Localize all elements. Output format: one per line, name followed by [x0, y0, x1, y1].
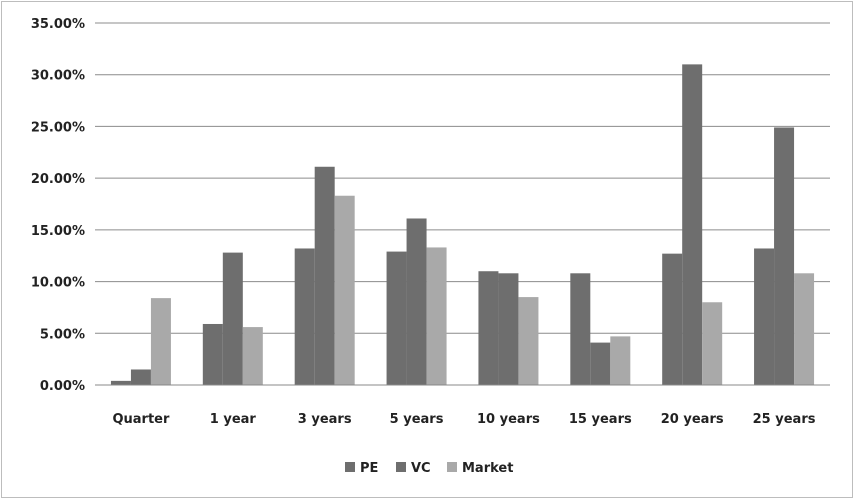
bar-market-2	[334, 195, 355, 385]
x-tick-label: 10 years	[477, 412, 540, 427]
x-tick-label: 1 year	[210, 412, 257, 427]
gridlines	[95, 22, 830, 334]
bar-vc-4	[498, 273, 519, 385]
bar-vc-1	[222, 252, 243, 385]
bar-vc-0	[130, 369, 151, 385]
bar-pe-5	[570, 273, 591, 385]
y-tick-label: 20.00%	[31, 172, 85, 187]
bar-vc-2	[314, 166, 335, 385]
x-tick-label: Quarter	[112, 412, 170, 427]
x-tick-label: 5 years	[390, 412, 444, 427]
bar-pe-7	[754, 248, 775, 385]
y-tick-label: 15.00%	[31, 224, 85, 239]
bar-vc-6	[682, 64, 703, 385]
x-axis-ticks: Quarter 1 year 3 years 5 years 10 years 15 ye…	[112, 412, 815, 427]
y-tick-label: 10.00%	[31, 276, 85, 291]
legend-label: PE	[360, 461, 378, 476]
bars	[110, 64, 815, 385]
bar-vc-7	[774, 127, 795, 385]
bar-vc-3	[406, 218, 427, 385]
bar-pe-2	[294, 248, 315, 385]
bar-pe-1	[202, 323, 223, 385]
y-tick-label: 35.00%	[31, 17, 85, 32]
bar-market-6	[702, 302, 723, 385]
bar-market-3	[426, 247, 447, 385]
bar-pe-0	[110, 380, 131, 385]
bar-pe-4	[478, 271, 499, 385]
bar-pe-3	[386, 251, 407, 385]
bar-market-4	[518, 297, 539, 385]
y-tick-label: 25.00%	[31, 120, 85, 135]
legend: PE VC Market	[345, 461, 513, 476]
y-tick-label: 5.00%	[40, 327, 85, 342]
y-axis-ticks: 0.00% 5.00% 10.00% 15.00% 20.00% 25.00% 30.00%…	[31, 17, 85, 394]
bar-market-7	[794, 273, 815, 385]
bar-market-5	[610, 336, 631, 385]
x-tick-label: 25 years	[753, 412, 816, 427]
bar-pe-6	[662, 253, 683, 385]
legend-swatch	[345, 462, 355, 472]
y-tick-label: 0.00%	[40, 379, 85, 394]
x-tick-label: 15 years	[569, 412, 632, 427]
legend-label: Market	[462, 461, 513, 476]
bar-market-1	[242, 327, 263, 385]
legend-swatch	[447, 462, 457, 472]
legend-label: VC	[411, 461, 431, 476]
bar-vc-5	[590, 342, 611, 385]
x-tick-label: 3 years	[298, 412, 352, 427]
legend-swatch	[396, 462, 406, 472]
y-tick-label: 30.00%	[31, 69, 85, 84]
x-tick-label: 20 years	[661, 412, 724, 427]
bar-market-0	[150, 298, 171, 385]
